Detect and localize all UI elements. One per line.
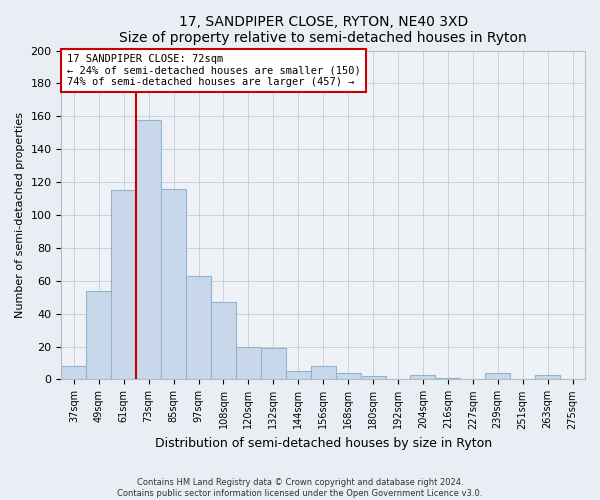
Bar [161, 188, 186, 380]
Bar [335, 373, 361, 380]
Bar [311, 366, 335, 380]
Bar [286, 371, 311, 380]
Bar [211, 302, 236, 380]
Bar [111, 190, 136, 380]
Bar [410, 374, 436, 380]
Y-axis label: Number of semi-detached properties: Number of semi-detached properties [15, 112, 25, 318]
Bar [361, 376, 386, 380]
Bar [86, 290, 111, 380]
Bar [186, 276, 211, 380]
Bar [485, 373, 510, 380]
Bar [136, 120, 161, 380]
Bar [535, 374, 560, 380]
Bar [61, 366, 86, 380]
Bar [436, 378, 460, 380]
Text: 17 SANDPIPER CLOSE: 72sqm
← 24% of semi-detached houses are smaller (150)
74% of: 17 SANDPIPER CLOSE: 72sqm ← 24% of semi-… [67, 54, 361, 87]
Text: Contains HM Land Registry data © Crown copyright and database right 2024.
Contai: Contains HM Land Registry data © Crown c… [118, 478, 482, 498]
Title: 17, SANDPIPER CLOSE, RYTON, NE40 3XD
Size of property relative to semi-detached : 17, SANDPIPER CLOSE, RYTON, NE40 3XD Siz… [119, 15, 527, 45]
X-axis label: Distribution of semi-detached houses by size in Ryton: Distribution of semi-detached houses by … [155, 437, 492, 450]
Bar [236, 346, 261, 380]
Bar [261, 348, 286, 380]
